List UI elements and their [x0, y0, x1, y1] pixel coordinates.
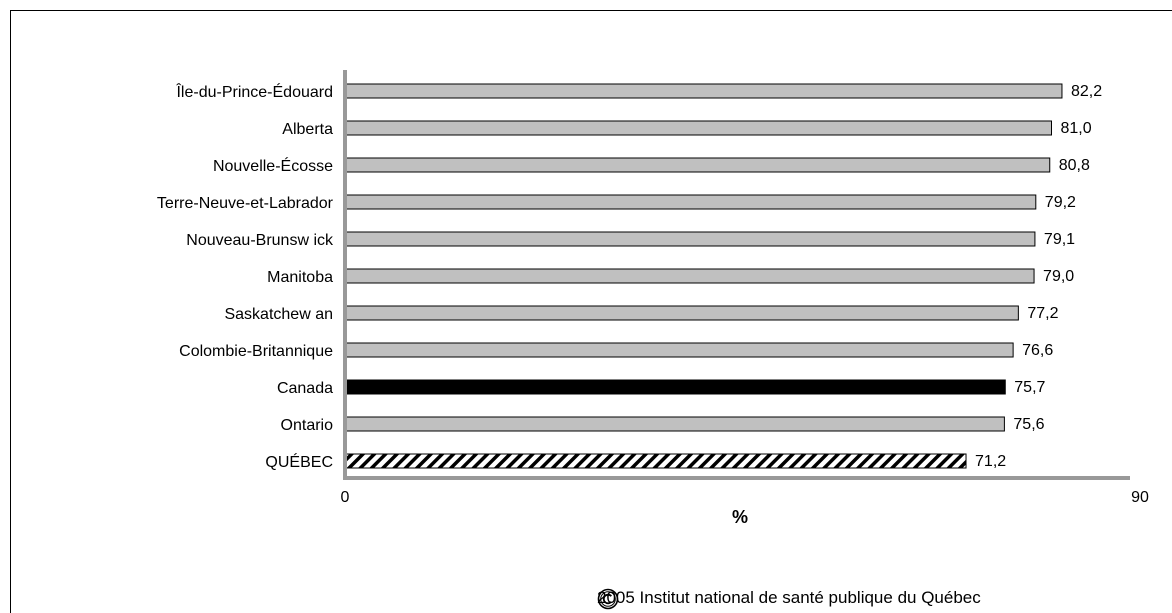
bar-9: [344, 416, 1005, 432]
copyright-icon: [597, 588, 619, 610]
value-label: 75,6: [1013, 416, 1044, 433]
category-label: Île-du-Prince-Édouard: [175, 82, 333, 101]
copyright-text: 2005 Institut national de santé publique…: [597, 588, 981, 607]
value-label: 76,6: [1022, 342, 1053, 359]
category-label: Manitoba: [267, 269, 333, 286]
category-label: Ontario: [281, 417, 334, 434]
value-label: 75,7: [1014, 379, 1045, 396]
value-label: 82,2: [1071, 83, 1102, 100]
bar-5: [344, 268, 1035, 284]
category-label: Alberta: [282, 121, 333, 138]
category-label: Colombie-Britannique: [179, 343, 333, 360]
bar-8: [344, 379, 1006, 395]
category-label: Terre-Neuve-et-Labrador: [157, 195, 334, 212]
value-label: 71,2: [975, 453, 1006, 470]
x-tick-label-min: 0: [341, 489, 350, 506]
category-label: Canada: [277, 380, 333, 397]
x-axis-title: %: [732, 507, 748, 527]
bar-2: [344, 157, 1051, 173]
value-label: 81,0: [1061, 120, 1092, 137]
bar-1: [344, 120, 1052, 136]
labels-layer: Île-du-Prince-Édouard 82,2 Alberta 81,0 Nouv…: [157, 82, 1102, 471]
value-label: 79,2: [1045, 194, 1076, 211]
bar-0: [344, 83, 1063, 99]
copyright-notice: 2005 Institut national de santé publique…: [597, 588, 981, 610]
bar-7: [344, 342, 1014, 358]
bar-10: [344, 453, 967, 469]
value-label: 77,2: [1027, 305, 1058, 322]
bar-6: [344, 305, 1019, 321]
x-tick-label-max: 90: [1131, 489, 1149, 506]
bar-4: [344, 231, 1036, 247]
value-label: 79,0: [1043, 268, 1074, 285]
category-label: QUÉBEC: [265, 452, 333, 471]
axis-layer: [343, 70, 1130, 480]
value-label: 80,8: [1059, 157, 1090, 174]
value-label: 79,1: [1044, 231, 1075, 248]
category-label: Nouveau-Brunsw ick: [186, 232, 334, 249]
category-label: Saskatchew an: [224, 306, 333, 323]
bar-3: [344, 194, 1037, 210]
category-label: Nouvelle-Écosse: [213, 156, 333, 175]
bars-layer: [344, 83, 1063, 469]
